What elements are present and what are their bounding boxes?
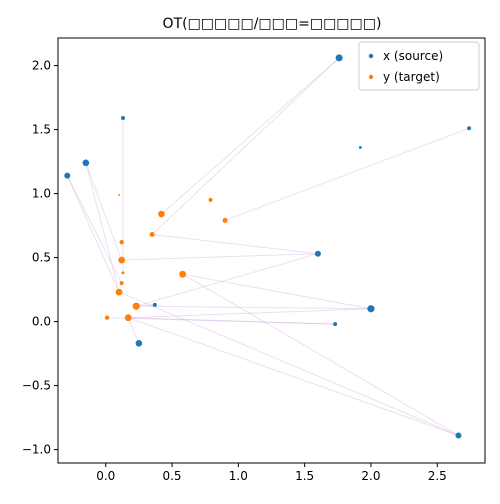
plot-frame bbox=[57, 37, 486, 464]
legend-label-target: y (target) bbox=[383, 70, 440, 84]
transport-line bbox=[128, 317, 459, 436]
target-point bbox=[118, 193, 120, 196]
target-point bbox=[208, 197, 213, 202]
x-tick-label: 1.0 bbox=[229, 469, 248, 483]
source-point bbox=[135, 340, 143, 347]
source-point bbox=[314, 250, 321, 257]
transport-line bbox=[182, 273, 459, 436]
legend: x (source) y (target) bbox=[358, 41, 480, 91]
target-point bbox=[132, 302, 140, 310]
legend-box bbox=[358, 41, 480, 91]
transport-line bbox=[136, 305, 371, 310]
target-point bbox=[124, 314, 132, 322]
transport-line bbox=[66, 175, 120, 293]
transport-line bbox=[152, 234, 318, 255]
target-point bbox=[222, 217, 228, 223]
target-point bbox=[119, 239, 124, 245]
transport-line bbox=[118, 291, 459, 436]
transport-line bbox=[121, 253, 318, 261]
data-points bbox=[64, 54, 472, 439]
transport-line bbox=[128, 308, 371, 319]
target-point bbox=[104, 315, 110, 320]
y-tick-label: −0.5 bbox=[22, 379, 51, 393]
source-point bbox=[467, 126, 472, 131]
transport-line bbox=[127, 317, 140, 344]
source-point bbox=[455, 432, 462, 439]
transport-line bbox=[161, 57, 340, 215]
transport-line bbox=[85, 162, 120, 293]
target-point bbox=[118, 256, 126, 264]
transport-line bbox=[224, 127, 470, 221]
transport-line bbox=[182, 273, 372, 310]
x-tick-label: 2.5 bbox=[428, 469, 447, 483]
source-point bbox=[64, 172, 71, 179]
transport-line bbox=[107, 317, 336, 325]
source-point bbox=[82, 159, 90, 167]
target-point bbox=[121, 271, 125, 275]
x-tick-label: 1.5 bbox=[295, 469, 314, 483]
legend-marker-target bbox=[368, 74, 374, 80]
transport-line bbox=[128, 317, 336, 325]
transport-line bbox=[85, 162, 123, 261]
source-point bbox=[120, 116, 125, 121]
source-point bbox=[333, 322, 338, 327]
y-tick-label: 1.0 bbox=[32, 187, 51, 201]
target-point bbox=[179, 270, 187, 278]
legend-marker-source bbox=[368, 53, 374, 59]
y-tick-label: 0.0 bbox=[32, 315, 51, 329]
x-tick-label: 2.0 bbox=[361, 469, 380, 483]
x-tick-label: 0.5 bbox=[162, 469, 181, 483]
x-tick-label: 0.0 bbox=[96, 469, 115, 483]
target-point bbox=[158, 210, 165, 218]
axis-ticks: 0.0 0.5 1.0 1.5 2.0 2.5 −1.0 −0.5 0.0 0.5 1.0 1.5 2.… bbox=[22, 59, 447, 483]
target-point bbox=[115, 288, 123, 296]
transport-line bbox=[136, 253, 319, 307]
transport-lines bbox=[66, 57, 470, 436]
source-point bbox=[152, 302, 157, 307]
y-tick-label: 2.0 bbox=[32, 59, 51, 73]
legend-label-source: x (source) bbox=[383, 49, 443, 63]
target-point bbox=[119, 281, 124, 286]
transport-line bbox=[66, 175, 123, 284]
y-tick-label: −1.0 bbox=[22, 443, 51, 457]
y-tick-label: 0.5 bbox=[32, 251, 51, 265]
source-point bbox=[367, 305, 375, 313]
transport-line bbox=[151, 57, 340, 235]
source-point bbox=[335, 54, 343, 62]
source-point bbox=[358, 146, 362, 149]
target-point bbox=[149, 231, 155, 237]
chart-title: OT(□□□□□/□□□=□□□□□) bbox=[163, 16, 382, 32]
y-tick-label: 1.5 bbox=[32, 123, 51, 137]
